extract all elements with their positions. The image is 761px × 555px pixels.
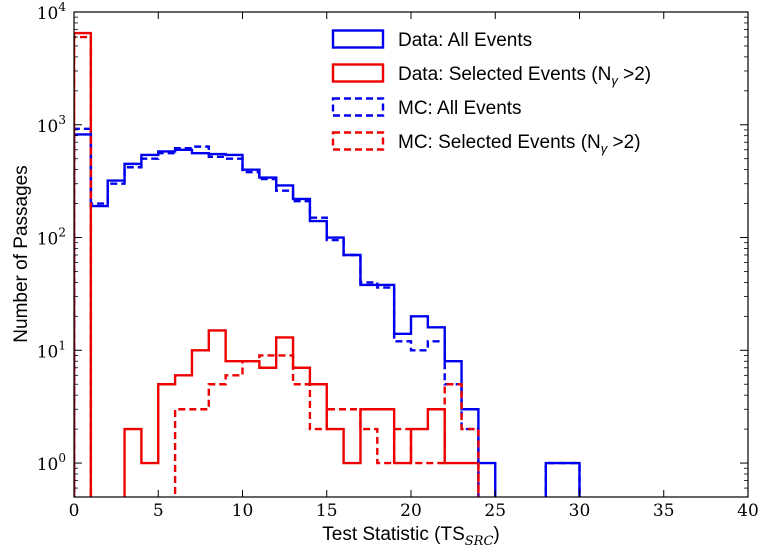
y-axis-label: Number of Passages — [11, 165, 32, 342]
y-tick-label-base: 10 — [37, 230, 59, 250]
legend-label-text: MC: All Events — [398, 98, 522, 119]
x-tick-label: 0 — [69, 501, 80, 521]
x-tick-label: 5 — [153, 501, 164, 521]
y-tick-label: 104 — [37, 0, 67, 24]
y-tick-label: 101 — [37, 338, 66, 362]
series-line-3 — [74, 127, 581, 497]
y-tick-label-exponent: 2 — [58, 226, 66, 240]
x-axis-label-suffix: ) — [493, 524, 499, 545]
legend-label-2: Data: Selected Events (Nγ >2) — [398, 64, 651, 88]
y-tick-label-exponent: 1 — [58, 338, 66, 352]
y-tick-label: 103 — [37, 113, 66, 137]
legend-label-text: MC: Selected Events (N — [398, 132, 601, 153]
legend-swatch-2 — [331, 63, 385, 83]
series-line-4 — [74, 35, 480, 497]
x-tick-label: 15 — [316, 501, 338, 521]
legend-swatch-3 — [331, 97, 385, 117]
y-tick-label-base: 10 — [37, 342, 59, 362]
y-tick-label-exponent: 4 — [58, 0, 66, 14]
y-tick-label: 100 — [37, 451, 66, 475]
legend-label-4: MC: Selected Events (Nγ >2) — [398, 132, 641, 156]
x-tick-label: 20 — [400, 501, 422, 521]
legend-label-text: Data: All Events — [398, 30, 532, 51]
legend-label-subscript: γ — [601, 141, 609, 156]
y-tick-label-base: 10 — [37, 117, 59, 137]
y-tick-label-exponent: 3 — [58, 113, 66, 127]
x-axis-label-subscript: SRC — [465, 534, 494, 549]
y-tick-label-exponent: 0 — [58, 451, 66, 465]
legend-label-1: Data: All Events — [398, 30, 532, 51]
x-tick-label: 30 — [569, 501, 591, 521]
legend-label-subscript: γ — [611, 73, 619, 88]
legend: Data: All Events Data: Selected Events (N… — [331, 29, 651, 156]
y-tick-label-base: 10 — [37, 4, 59, 24]
series-layer — [74, 31, 581, 497]
y-tick-label-base: 10 — [37, 455, 59, 475]
x-axis-label: Test Statistic (TSSRC) — [322, 524, 500, 549]
x-tick-label: 10 — [232, 501, 254, 521]
x-tick-label: 35 — [653, 501, 675, 521]
legend-swatch-1 — [331, 29, 385, 49]
legend-label-suffix: >2) — [618, 64, 651, 85]
x-tick-label: 40 — [737, 501, 759, 521]
legend-swatch-4 — [331, 131, 385, 151]
series-line-1 — [74, 133, 581, 497]
x-tick-label: 25 — [484, 501, 506, 521]
x-axis-label-main: Test Statistic (TS — [322, 524, 465, 545]
y-tick-label: 102 — [37, 226, 66, 250]
legend-label-3: MC: All Events — [398, 98, 522, 119]
legend-label-text: Data: Selected Events (N — [398, 64, 611, 85]
legend-label-suffix: >2) — [607, 132, 640, 153]
